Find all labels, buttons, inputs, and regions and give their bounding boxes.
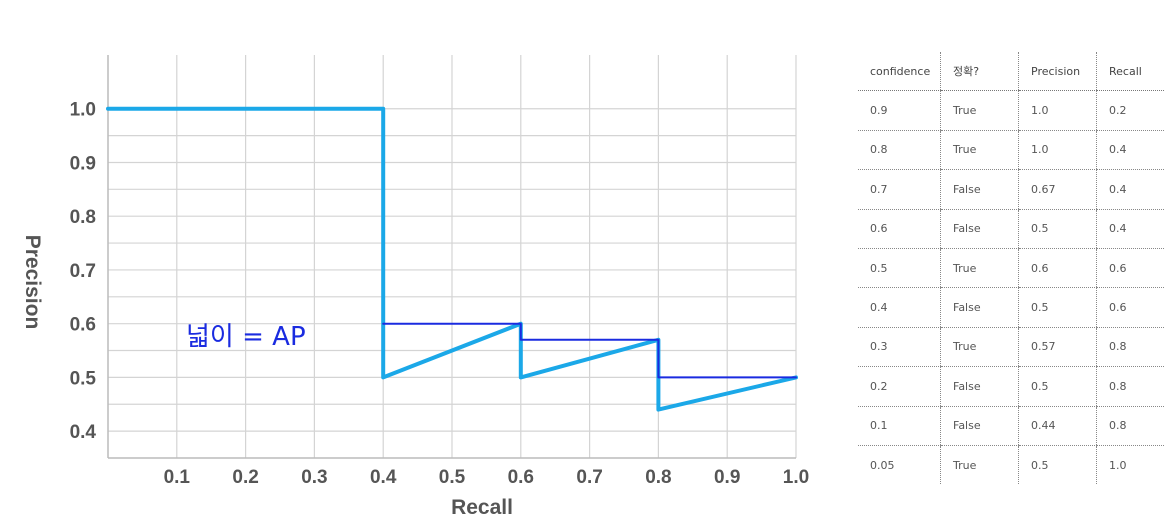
header-correct: 정확? — [940, 52, 1019, 92]
x-tick-label: 0.7 — [576, 467, 602, 488]
cell-recall: 0.2 — [1096, 90, 1164, 131]
cell-precision: 0.6 — [1018, 248, 1097, 289]
x-tick-label: 0.1 — [164, 467, 191, 488]
y-axis-title: Precision — [21, 235, 44, 330]
cell-recall: 0.4 — [1096, 209, 1164, 249]
cell-confidence: 0.1 — [858, 406, 941, 446]
cell-precision: 0.5 — [1018, 445, 1097, 485]
cell-confidence: 0.8 — [858, 130, 941, 171]
table-row: 0.5 True 0.6 0.6 — [858, 248, 1164, 289]
area-ap-annotation: 넓이 = AP — [186, 322, 306, 352]
precision-recall-table: confidence 정확? Precision Recall 0.9 True… — [858, 52, 1164, 485]
table-row: 0.1 False 0.44 0.8 — [858, 406, 1164, 446]
table-row: 0.3 True 0.57 0.8 — [858, 327, 1164, 368]
cell-recall: 1.0 — [1096, 445, 1164, 485]
cell-correct: False — [940, 366, 1019, 407]
y-tick-label: 0.6 — [70, 315, 96, 336]
cell-confidence: 0.5 — [858, 248, 941, 289]
cell-correct: False — [940, 209, 1019, 249]
y-tick-label: 0.7 — [70, 261, 96, 282]
cell-recall: 0.4 — [1096, 169, 1164, 210]
header-recall: Recall — [1096, 52, 1164, 92]
y-tick-label: 0.8 — [70, 207, 96, 228]
table-row: 0.4 False 0.5 0.6 — [858, 287, 1164, 328]
cell-precision: 1.0 — [1018, 90, 1097, 131]
cell-precision: 0.5 — [1018, 366, 1097, 407]
x-tick-label: 0.5 — [439, 467, 466, 488]
cell-confidence: 0.3 — [858, 327, 941, 368]
header-confidence: confidence — [858, 52, 941, 92]
header-precision: Precision — [1018, 52, 1097, 92]
x-tick-labels: 0.1 0.2 0.3 0.4 0.5 0.6 0.7 0.8 0.9 1.0 — [164, 467, 810, 488]
cell-recall: 0.6 — [1096, 287, 1164, 328]
cell-correct: True — [940, 327, 1019, 368]
cell-confidence: 0.7 — [858, 169, 941, 210]
cell-correct: False — [940, 169, 1019, 210]
x-tick-label: 1.0 — [783, 467, 809, 488]
table-row: 0.7 False 0.67 0.4 — [858, 169, 1164, 210]
x-tick-label: 0.3 — [301, 467, 327, 488]
cell-correct: True — [940, 445, 1019, 485]
cell-precision: 0.57 — [1018, 327, 1097, 368]
cell-correct: True — [940, 90, 1019, 131]
y-tick-label: 1.0 — [70, 100, 96, 121]
x-tick-label: 0.4 — [370, 467, 397, 488]
cell-correct: True — [940, 130, 1019, 171]
cell-confidence: 0.6 — [858, 209, 941, 249]
table-header-row: confidence 정확? Precision Recall — [858, 52, 1164, 92]
cell-confidence: 0.2 — [858, 366, 941, 407]
table-row: 0.2 False 0.5 0.8 — [858, 366, 1164, 407]
interpolated-precision-line — [382, 322, 797, 379]
cell-recall: 0.8 — [1096, 366, 1164, 407]
series-lines — [106, 106, 798, 412]
cell-recall: 0.4 — [1096, 130, 1164, 171]
cell-precision: 0.67 — [1018, 169, 1097, 210]
y-tick-labels: 0.4 0.5 0.6 0.7 0.8 0.9 1.0 — [70, 100, 97, 443]
cell-correct: False — [940, 287, 1019, 328]
cell-confidence: 0.9 — [858, 90, 941, 131]
cell-correct: True — [940, 248, 1019, 289]
y-tick-label: 0.4 — [70, 422, 97, 443]
table-row: 0.6 False 0.5 0.4 — [858, 209, 1164, 249]
cell-recall: 0.6 — [1096, 248, 1164, 289]
grid-lines — [108, 55, 797, 458]
table-row: 0.8 True 1.0 0.4 — [858, 130, 1164, 171]
axes — [107, 55, 796, 459]
cell-precision: 1.0 — [1018, 130, 1097, 171]
x-axis-title: Recall — [451, 496, 513, 519]
cell-correct: False — [940, 406, 1019, 446]
x-tick-label: 0.6 — [508, 467, 534, 488]
cell-precision: 0.5 — [1018, 209, 1097, 249]
cell-confidence: 0.4 — [858, 287, 941, 328]
pr-curve-chart: 0.1 0.2 0.3 0.4 0.5 0.6 0.7 0.8 0.9 1.0 0.4 0.5 0.6… — [21, 55, 810, 519]
table-row: 0.05 True 0.5 1.0 — [858, 445, 1164, 485]
pr-curve-line — [106, 106, 798, 412]
table-row: 0.9 True 1.0 0.2 — [858, 90, 1164, 131]
cell-precision: 0.5 — [1018, 287, 1097, 328]
y-tick-label: 0.5 — [70, 368, 97, 389]
cell-confidence: 0.05 — [870, 458, 895, 472]
y-tick-label: 0.9 — [70, 153, 96, 174]
cell-precision: 0.44 — [1018, 406, 1097, 446]
cell-recall: 0.8 — [1096, 327, 1164, 368]
x-tick-label: 0.9 — [714, 467, 740, 488]
x-tick-label: 0.8 — [645, 467, 671, 488]
x-tick-label: 0.2 — [232, 467, 258, 488]
cell-recall: 0.8 — [1096, 406, 1164, 446]
